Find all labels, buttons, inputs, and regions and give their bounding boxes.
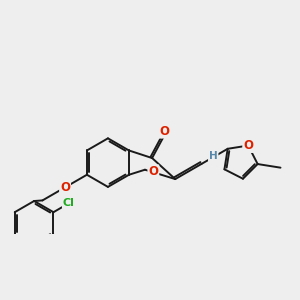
Text: O: O	[148, 165, 158, 178]
Text: H: H	[209, 152, 218, 161]
Text: O: O	[159, 124, 169, 138]
Text: O: O	[243, 139, 253, 152]
Text: O: O	[60, 181, 70, 194]
Text: Cl: Cl	[63, 198, 75, 208]
